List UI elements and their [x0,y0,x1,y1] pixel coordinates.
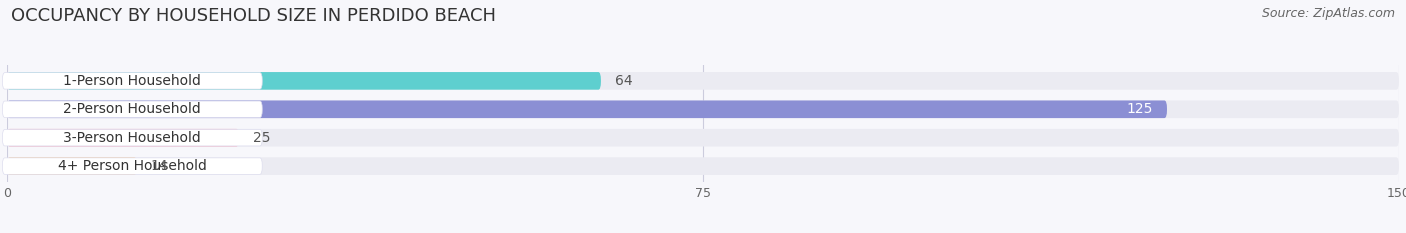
FancyBboxPatch shape [7,129,239,147]
Text: 2-Person Household: 2-Person Household [63,102,201,116]
Text: Source: ZipAtlas.com: Source: ZipAtlas.com [1261,7,1395,20]
FancyBboxPatch shape [7,100,1167,118]
Text: 25: 25 [253,131,270,145]
FancyBboxPatch shape [7,72,600,90]
FancyBboxPatch shape [3,130,262,146]
FancyBboxPatch shape [3,158,262,174]
FancyBboxPatch shape [7,157,1399,175]
Text: 64: 64 [614,74,633,88]
FancyBboxPatch shape [7,157,136,175]
FancyBboxPatch shape [3,73,262,89]
FancyBboxPatch shape [3,101,262,117]
Text: 125: 125 [1126,102,1153,116]
Text: 4+ Person Household: 4+ Person Household [58,159,207,173]
Text: OCCUPANCY BY HOUSEHOLD SIZE IN PERDIDO BEACH: OCCUPANCY BY HOUSEHOLD SIZE IN PERDIDO B… [11,7,496,25]
Text: 1-Person Household: 1-Person Household [63,74,201,88]
Text: 3-Person Household: 3-Person Household [63,131,201,145]
FancyBboxPatch shape [7,129,1399,147]
Text: 14: 14 [150,159,169,173]
FancyBboxPatch shape [7,100,1399,118]
FancyBboxPatch shape [7,72,1399,90]
